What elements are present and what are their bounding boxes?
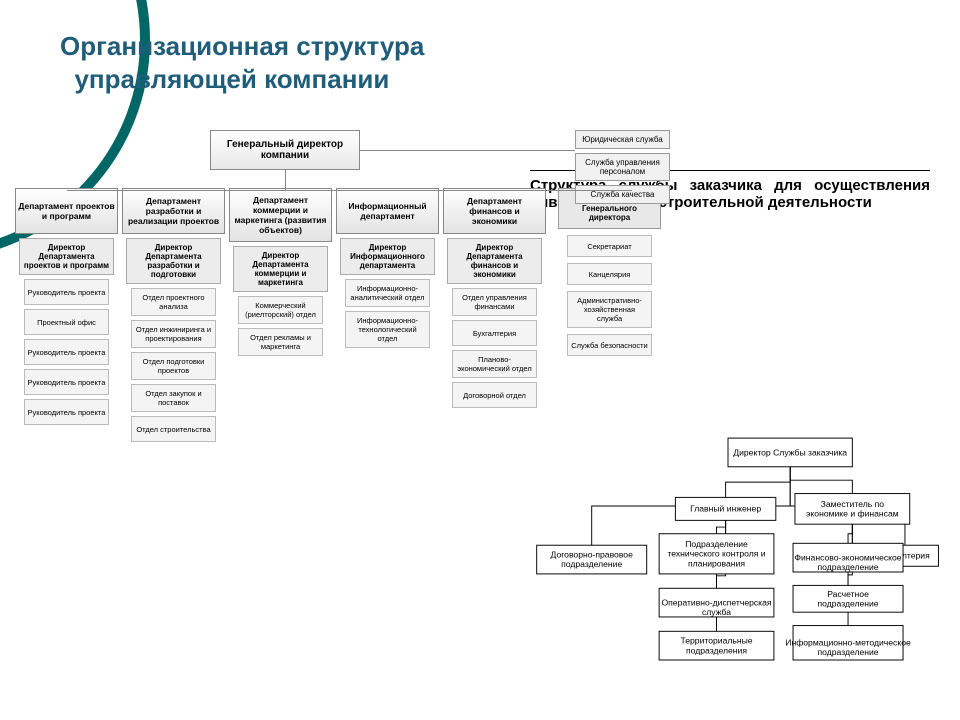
- cs-node-label: Подразделение: [685, 539, 748, 549]
- side-service-item: Служба управления персоналом: [575, 153, 670, 181]
- department-director: Директор Информационного департамента: [340, 238, 435, 275]
- cs-node-label: технического контроля и: [667, 549, 765, 559]
- cs-edge: [726, 467, 791, 498]
- admin-subunit: Административно-хозяйственная служба: [567, 291, 651, 328]
- connector: [67, 190, 632, 191]
- department-subunit: Отдел проектного анализа: [131, 288, 215, 316]
- department-subunit: Отдел закупок и поставок: [131, 384, 215, 412]
- admin-subunit: Служба безопасности: [567, 334, 651, 356]
- cs-node-label: подразделение: [817, 647, 878, 657]
- cs-node-label: Директор Службы заказчика: [733, 447, 847, 457]
- department-subunit: Руководитель проекта: [24, 369, 108, 395]
- side-services: Юридическая служба Служба управления перс…: [575, 130, 670, 208]
- department-subunit: Руководитель проекта: [24, 399, 108, 425]
- department-director: Директор Департамента проектов и програм…: [19, 238, 114, 275]
- side-service-item: Юридическая служба: [575, 130, 670, 149]
- department-column: Департамент разработки и реализации прое…: [122, 188, 225, 442]
- cs-node-label: Заместитель по: [821, 499, 885, 509]
- department-head: Департамент проектов и программ: [15, 188, 118, 234]
- cs-node-label: Главный инженер: [690, 504, 761, 514]
- department-subunit: Отдел инжиниринга и проектирования: [131, 320, 215, 348]
- department-subunit: Отдел подготовки проектов: [131, 352, 215, 380]
- admin-subunit: Секретариат: [567, 235, 651, 257]
- customer-service-chart: Директор Службы заказчика Главный инженер…: [508, 400, 948, 700]
- department-subunit: Информационно-технологический отдел: [345, 311, 429, 348]
- cs-node-label: Территориальные: [680, 636, 752, 646]
- department-subunit: Планово-экономический отдел: [452, 350, 536, 378]
- department-subunit: Отдел строительства: [131, 416, 215, 442]
- department-head: Департамент финансов и экономики: [443, 188, 546, 234]
- connector: [360, 150, 575, 151]
- ceo-box: Генеральный директор компании: [210, 130, 360, 170]
- cs-node-label: Расчетное: [827, 589, 869, 599]
- cs-node-label: Договорно-правовое: [551, 550, 634, 560]
- department-subunit: Отдел управления финансами: [452, 288, 536, 316]
- department-column: Департамент проектов и программ Директор …: [15, 188, 118, 442]
- cs-node-label: Информационно-методическое: [785, 638, 911, 648]
- department-director: Директор Департамента коммерции и маркет…: [233, 246, 328, 292]
- main-org-chart: Генеральный директор компании Юридическа…: [10, 130, 690, 442]
- department-head: Департамент коммерции и маркетинга (разв…: [229, 188, 332, 242]
- department-director: Директор Департамента финансов и экономи…: [447, 238, 542, 284]
- cs-node-label: подразделение: [561, 559, 622, 569]
- cs-edge: [790, 467, 852, 494]
- department-subunit: Информационно-аналитический отдел: [345, 279, 429, 307]
- cs-node-label: Финансово-экономическое: [794, 553, 901, 563]
- department-director: Директор Департамента разработки и подго…: [126, 238, 221, 284]
- department-subunit: Коммерческий (риелторский) отдел: [238, 296, 322, 324]
- title-line2: управляющей компании: [74, 64, 389, 94]
- cs-node-label: подразделение: [817, 562, 878, 572]
- cs-node-label: подразделения: [686, 645, 747, 655]
- cs-edge: [848, 524, 852, 543]
- department-subunit: Руководитель проекта: [24, 279, 108, 305]
- department-subunit: Бухгалтерия: [452, 320, 536, 346]
- connector: [285, 170, 286, 190]
- admin-subunit: Канцелярия: [567, 263, 651, 285]
- department-column: Департамент коммерции и маркетинга (разв…: [229, 188, 332, 442]
- cs-node-label: подразделение: [817, 598, 878, 608]
- page-title: Организационная структура управляющей ко…: [60, 30, 424, 95]
- cs-node-label: служба: [702, 607, 731, 617]
- department-head: Департамент разработки и реализации прое…: [122, 188, 225, 234]
- department-subunit: Руководитель проекта: [24, 339, 108, 365]
- cs-edge: [717, 520, 726, 533]
- cs-node-label: планирования: [688, 558, 745, 568]
- cs-node-label: экономике и финансам: [806, 509, 899, 519]
- department-head: Информационный департамент: [336, 188, 439, 234]
- department-subunit: Проектный офис: [24, 309, 108, 335]
- department-column: Информационный департамент Директор Инфор…: [336, 188, 439, 442]
- cs-node-label: Оперативно-диспетчерская: [661, 597, 771, 607]
- side-service-item: Служба качества: [575, 185, 670, 204]
- title-line1: Организационная структура: [60, 31, 424, 61]
- department-subunit: Отдел рекламы и маркетинга: [238, 328, 322, 356]
